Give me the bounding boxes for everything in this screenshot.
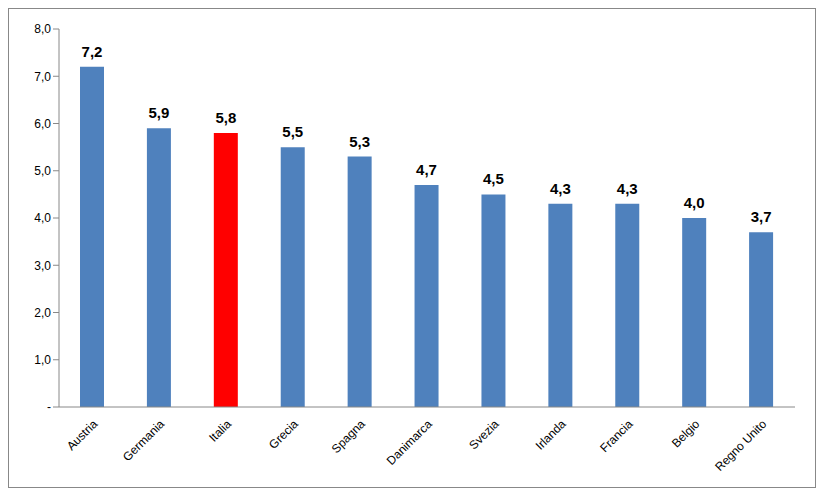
svg-text:5,3: 5,3 [349, 133, 370, 150]
svg-text:4,0: 4,0 [684, 194, 705, 211]
svg-text:5,9: 5,9 [148, 104, 169, 121]
svg-text:4,3: 4,3 [550, 180, 571, 197]
svg-text:4,0: 4,0 [34, 211, 51, 225]
svg-text:Austria: Austria [64, 417, 101, 454]
svg-text:3,7: 3,7 [751, 208, 772, 225]
svg-text:Spagna: Spagna [329, 417, 368, 456]
svg-text:5,0: 5,0 [34, 164, 51, 178]
svg-text:Italia: Italia [206, 417, 234, 445]
svg-text:Svezia: Svezia [466, 417, 502, 453]
svg-text:4,5: 4,5 [483, 170, 504, 187]
svg-text:5,8: 5,8 [215, 109, 236, 126]
svg-text:3,0: 3,0 [34, 259, 51, 273]
svg-text:Belgio: Belgio [669, 417, 703, 451]
svg-text:4,7: 4,7 [416, 161, 437, 178]
svg-text:7,0: 7,0 [34, 70, 51, 84]
svg-text:Irlanda: Irlanda [533, 417, 569, 453]
svg-text:Francia: Francia [597, 417, 635, 455]
svg-text:6,0: 6,0 [34, 117, 51, 131]
svg-text:Grecia: Grecia [266, 417, 301, 452]
svg-text:-: - [47, 400, 51, 414]
svg-text:Danimarca: Danimarca [384, 417, 435, 468]
svg-text:5,5: 5,5 [282, 123, 303, 140]
svg-text:Regno Unito: Regno Unito [712, 417, 769, 474]
svg-text:8,0: 8,0 [34, 22, 51, 36]
svg-text:2,0: 2,0 [34, 306, 51, 320]
svg-text:4,3: 4,3 [617, 180, 638, 197]
svg-text:1,0: 1,0 [34, 353, 51, 367]
svg-text:Germania: Germania [120, 417, 167, 464]
svg-text:7,2: 7,2 [82, 43, 103, 60]
